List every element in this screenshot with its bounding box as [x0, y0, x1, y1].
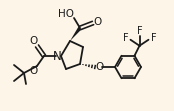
Text: O: O	[95, 62, 103, 72]
Polygon shape	[70, 27, 82, 41]
Text: N: N	[53, 50, 61, 62]
Text: F: F	[123, 33, 128, 43]
Text: F: F	[151, 33, 156, 43]
Text: O: O	[29, 66, 37, 76]
Text: O: O	[94, 17, 102, 27]
Text: O: O	[29, 36, 37, 46]
Text: HO: HO	[58, 9, 74, 19]
Text: F: F	[137, 26, 142, 36]
